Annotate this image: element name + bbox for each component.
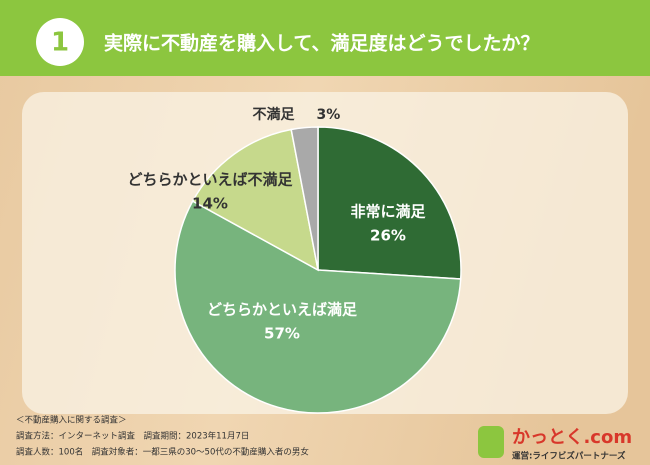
footer-line: ＜不動産購入に関する調査＞ (16, 415, 127, 426)
logo-icon (478, 426, 504, 458)
slice-label: 非常に満足 (350, 203, 426, 221)
chart-title: 実際に不動産を購入して、満足度はどうでしたか？ (104, 32, 539, 55)
pie-slice (317, 126, 462, 280)
slice-value: 3% (317, 107, 341, 123)
pie-slice (290, 126, 319, 271)
pie: 非常に満足 26% どちらかといえば満足 57% どちらかといえば不満足 14% 不満足 3% (127, 106, 462, 414)
logo-name: かっとく.com (512, 427, 632, 448)
badge-number: 1 (51, 28, 69, 58)
footer-line: 調査方法：インターネット調査 調査期間：2023年11月7日 (16, 431, 249, 442)
slice-value: 26% (370, 227, 406, 245)
slice-value: 57% (264, 325, 300, 343)
slice-value: 14% (192, 195, 228, 213)
header-bar (0, 0, 650, 76)
pie-slice (191, 128, 320, 272)
slice-label: どちらかといえば満足 (207, 301, 358, 319)
slice-label: 不満足 (253, 106, 296, 123)
pie-slice (174, 200, 462, 414)
badge (36, 18, 84, 66)
footer-line: 調査人数：100名 調査対象者：一都三県の30〜50代の不動産購入者の男女 (16, 447, 309, 458)
logo-sub: 運営:ライフビズパートナーズ (512, 451, 626, 462)
slice-label: どちらかといえば不満足 (127, 171, 293, 189)
